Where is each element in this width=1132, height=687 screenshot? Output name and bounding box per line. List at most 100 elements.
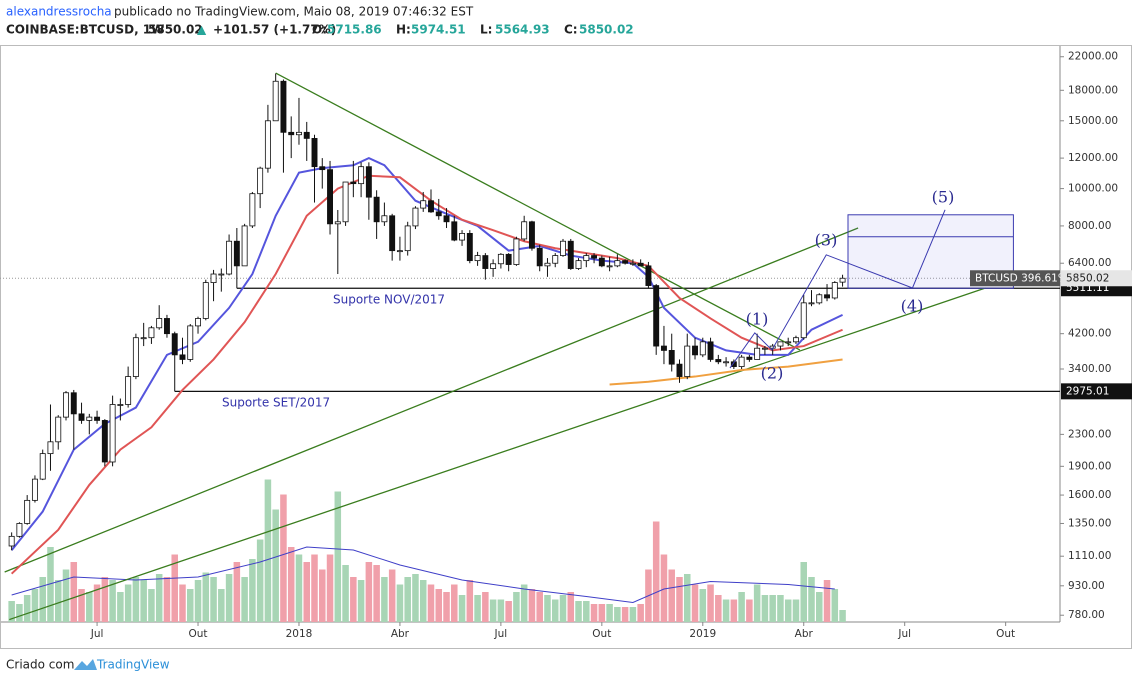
volume-ma-line [11, 546, 835, 604]
wave-label: (5) [932, 188, 955, 207]
volume-bar [70, 562, 78, 622]
candle-body [94, 416, 101, 421]
volume-bar [210, 577, 217, 622]
candle-body [412, 207, 419, 227]
candle-body [723, 361, 730, 364]
candle-body [78, 413, 85, 421]
price-tag-text: 5850.02 [1066, 272, 1109, 284]
volume-bar [163, 577, 171, 622]
volume-bar [256, 539, 264, 622]
volume-bar [528, 589, 536, 622]
candle-body [816, 294, 823, 304]
volume-bar [761, 595, 769, 622]
volume-bar [233, 562, 241, 622]
candle-body [660, 345, 667, 351]
candle-body [187, 325, 194, 360]
candle-body [241, 225, 248, 267]
candle-body [163, 318, 170, 335]
candle-body [86, 416, 93, 421]
candle-body [249, 193, 256, 227]
x-tick-label: Abr [391, 628, 410, 640]
y-tick-label: 1900.00 [1068, 460, 1111, 472]
candle-body [761, 347, 768, 350]
candle-body [272, 80, 279, 122]
candle-body [544, 262, 551, 267]
level-tag [1061, 383, 1132, 400]
header-user: alexandressrocha [6, 5, 112, 19]
volume-bar [715, 595, 722, 622]
volume-bar [31, 589, 39, 622]
candle-body [101, 420, 108, 463]
volume-bar [86, 592, 93, 622]
candle-body [420, 200, 427, 209]
volume-bar [808, 577, 815, 622]
candle-body [218, 273, 225, 276]
ohlc-value: 5715.86 [327, 23, 382, 37]
wave-label: (4) [901, 297, 924, 316]
candle-body [800, 302, 807, 339]
candle-body [707, 341, 714, 360]
candle-body [179, 354, 186, 360]
volume-bar [746, 599, 753, 622]
wave-label: (2) [761, 364, 784, 383]
volume-bar [140, 580, 147, 622]
volume-bar [823, 580, 831, 622]
header-arrow: ▲ [197, 23, 207, 37]
volume-bar [598, 604, 606, 622]
candle-body [560, 240, 566, 256]
candle-body [466, 232, 473, 262]
volume-bar [202, 572, 210, 622]
candle-body [365, 166, 372, 198]
y-tick-label: 930.00 [1068, 580, 1105, 592]
volume-bar [544, 595, 551, 622]
wave-label: (1) [746, 310, 769, 329]
volume-bar [218, 589, 225, 622]
volume-bar [466, 580, 474, 622]
volume-bar [753, 584, 761, 622]
volume-bar [249, 559, 256, 622]
candle-body [334, 221, 341, 225]
y-tick-label: 22000.00 [1068, 51, 1118, 63]
header-symbol: COINBASE:BTCUSD, 1W [6, 23, 164, 37]
candle-body [16, 523, 23, 537]
volume-bar [707, 584, 714, 622]
candle-body [327, 169, 333, 225]
candle-body [171, 333, 178, 356]
volume-bar [47, 547, 54, 622]
candle-body [132, 337, 139, 377]
volume-bar [8, 601, 15, 622]
volume-bar [396, 584, 404, 622]
volume-bar [676, 577, 683, 622]
candle-body [319, 166, 326, 171]
volume-bar [427, 584, 435, 622]
volume-bar [505, 601, 512, 622]
candle-body [226, 240, 233, 275]
wave-label: (3) [815, 231, 838, 250]
volume-bar [117, 592, 124, 622]
volume-bar [179, 584, 186, 622]
candle-body [8, 535, 15, 547]
volume-bar [23, 595, 31, 622]
candle-body [785, 341, 792, 344]
volume-bar [606, 604, 613, 622]
volume-bar [443, 592, 450, 622]
volume-bar [451, 584, 458, 622]
volume-bar [777, 595, 784, 622]
candle-body [233, 240, 240, 267]
frame [0, 45, 1132, 649]
volume-bar [303, 562, 311, 622]
volume-bar [629, 607, 637, 622]
candle-body [622, 260, 629, 264]
candle-body [358, 166, 365, 185]
volume-bar [513, 592, 520, 622]
candle-body [746, 356, 753, 360]
volume-bar [621, 607, 629, 622]
candle-body [125, 376, 132, 405]
candle-body [47, 441, 54, 455]
change-tag [970, 270, 1060, 287]
candle-body [342, 181, 349, 223]
candle-body [443, 215, 450, 223]
ohlc-label: C: [564, 23, 578, 37]
